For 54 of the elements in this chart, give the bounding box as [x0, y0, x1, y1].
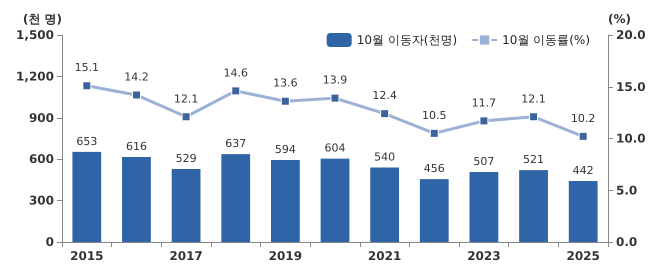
legend-label: 10월 이동자(천명) [356, 33, 458, 47]
y2-tick-label: 10.0 [616, 132, 646, 146]
x-tick-label: 2023 [467, 249, 501, 263]
x-tick-label: 2025 [566, 249, 600, 263]
y2-tick-label: 20.0 [616, 28, 646, 42]
data-label: 12.1 [521, 92, 546, 106]
data-label: 13.9 [322, 74, 348, 87]
bar [221, 154, 250, 242]
bar [370, 167, 400, 242]
data-label: 10.2 [570, 112, 596, 125]
data-label: 14.6 [223, 66, 248, 80]
y-tick-label: 300 [28, 194, 54, 208]
data-label: 521 [523, 153, 544, 166]
data-label: 12.4 [372, 89, 397, 102]
data-label: 442 [572, 164, 594, 178]
y2-axis-title: (%) [608, 12, 631, 26]
data-label: 10.5 [422, 108, 447, 122]
y-tick-label: 1,200 [16, 69, 54, 84]
bar [420, 179, 449, 242]
data-label: 616 [126, 140, 147, 153]
data-label: 13.6 [273, 76, 298, 90]
bar [72, 152, 102, 242]
x-tick-label: 2015 [70, 249, 104, 263]
data-label: 653 [76, 134, 98, 148]
data-label: 529 [176, 152, 197, 165]
x-tick-label: 2019 [268, 249, 302, 263]
data-label: 14.2 [124, 70, 149, 84]
y-tick-label: 900 [28, 110, 54, 125]
y2-tick-label: 0.0 [616, 235, 638, 249]
data-label: 540 [374, 150, 396, 164]
bar [320, 158, 350, 242]
y-tick-label: 600 [28, 152, 54, 166]
data-label: 594 [274, 143, 296, 156]
data-label: 507 [473, 155, 494, 168]
y2-tick-label: 15.0 [616, 80, 646, 94]
data-label: 456 [424, 162, 445, 176]
bar [470, 172, 498, 242]
x-tick-label: 2017 [169, 249, 203, 263]
bar [519, 170, 548, 242]
data-label: 604 [324, 142, 346, 155]
y-tick-label: 0 [46, 235, 54, 249]
data-label: 11.7 [472, 96, 496, 110]
legend-label: 10월 이동률(%) [502, 33, 590, 47]
bar [568, 181, 598, 242]
y2-tick-label: 5.0 [616, 183, 638, 198]
data-label: 637 [225, 137, 246, 150]
data-label: 12.1 [174, 92, 198, 106]
bar [172, 169, 200, 242]
x-tick-label: 2021 [368, 249, 402, 263]
bar [270, 160, 300, 242]
y-axis-title: (천 명) [22, 12, 62, 26]
y-tick-label: 1,500 [16, 28, 54, 42]
bar [122, 156, 151, 242]
data-label: 15.1 [74, 61, 100, 74]
